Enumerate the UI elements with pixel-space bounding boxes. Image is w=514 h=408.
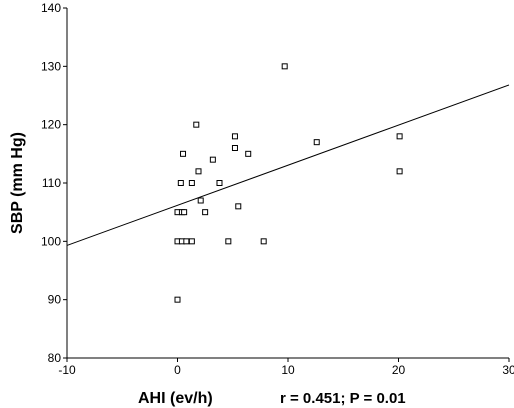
regression-line <box>66 84 510 246</box>
regression-line-group <box>66 84 510 246</box>
data-point <box>313 139 320 146</box>
data-point <box>209 156 216 163</box>
data-point <box>231 133 238 140</box>
data-point <box>245 150 252 157</box>
data-point <box>174 296 181 303</box>
x-tick-label-30: 30 <box>502 363 514 377</box>
y-axis-title: SBP (mm Hg) <box>9 132 26 234</box>
x-tick-label-0: 0 <box>174 363 181 377</box>
x-tick-label-10: 10 <box>281 363 295 377</box>
data-point <box>195 168 202 175</box>
data-point <box>181 209 188 216</box>
y-tick-label-110: 110 <box>42 176 61 190</box>
tick-labels: 80 90 100 110 120 130 140 -10 0 10 20 30 <box>41 1 514 377</box>
data-point <box>202 209 209 216</box>
data-point <box>235 203 242 210</box>
data-point <box>180 150 187 157</box>
data-point <box>177 180 184 186</box>
axes <box>66 8 509 359</box>
x-axis-title: AHI (ev/h) <box>138 390 213 407</box>
data-point <box>216 180 223 186</box>
y-tick-label-80: 80 <box>48 351 62 365</box>
x-tick-label--10: -10 <box>58 363 76 377</box>
data-point <box>396 168 403 175</box>
data-point <box>197 197 204 204</box>
data-point <box>231 145 238 151</box>
y-tick-label-100: 100 <box>41 234 61 248</box>
data-point <box>188 238 195 245</box>
data-point <box>396 133 403 140</box>
data-point <box>260 238 267 245</box>
data-point <box>193 121 200 128</box>
x-tick-label-20: 20 <box>392 363 406 377</box>
tick-marks <box>63 7 510 362</box>
y-tick-label-120: 120 <box>41 118 61 132</box>
y-tick-label-140: 140 <box>41 1 61 15</box>
data-point <box>281 63 288 70</box>
correlation-annotation: r = 0.451; P = 0.01 <box>280 390 406 407</box>
y-tick-label-130: 130 <box>41 59 61 73</box>
data-point <box>183 238 190 245</box>
y-tick-label-90: 90 <box>48 293 62 307</box>
data-point <box>188 180 195 186</box>
data-points <box>174 63 403 303</box>
data-point <box>225 238 232 245</box>
